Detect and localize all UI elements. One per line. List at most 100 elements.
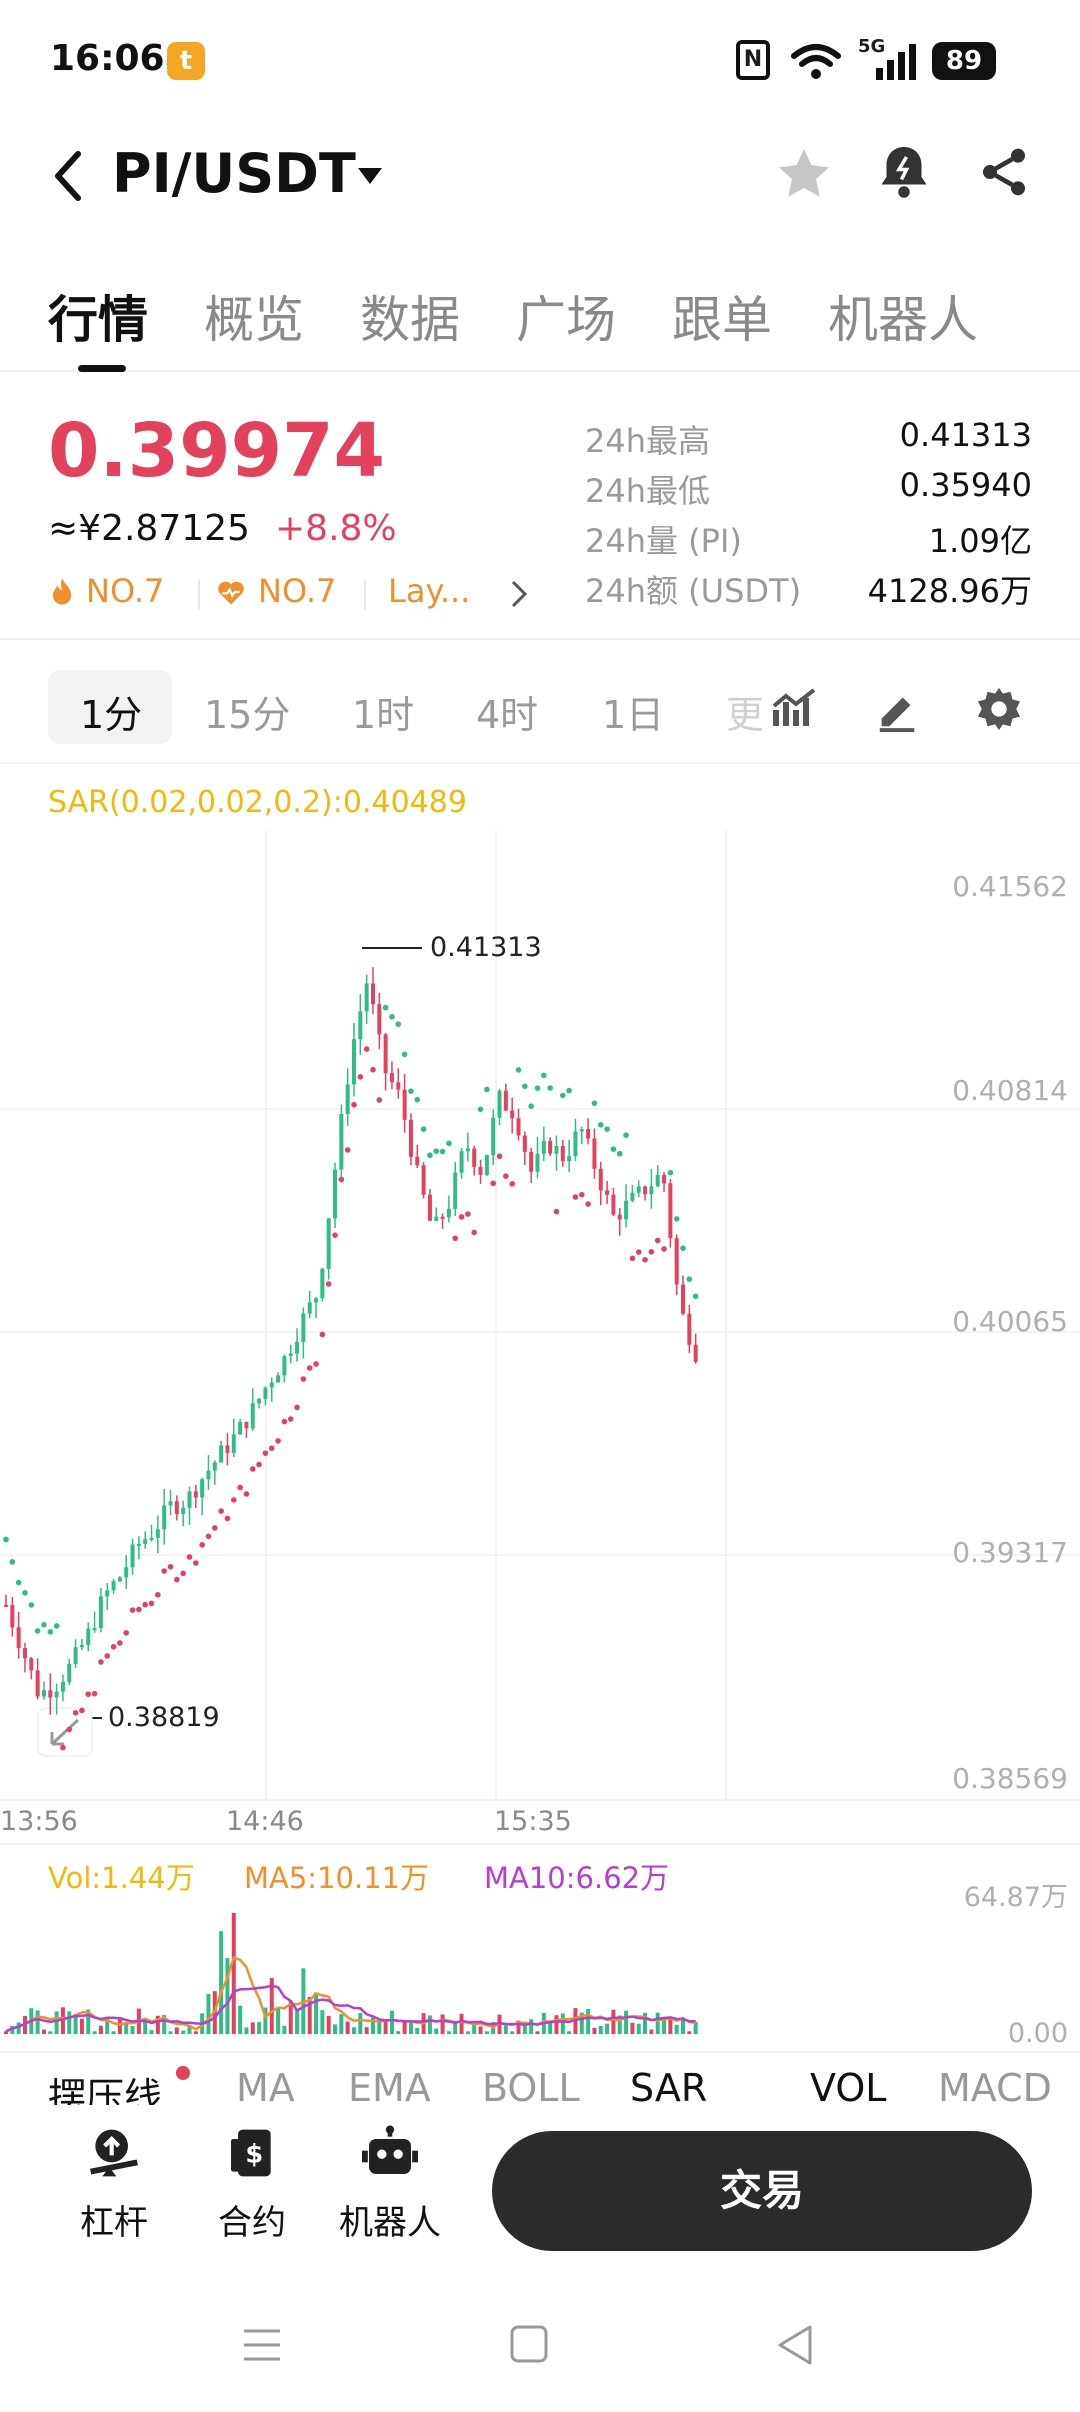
star-icon[interactable]	[774, 144, 834, 204]
hot-rank[interactable]: NO.7	[86, 572, 165, 610]
candle-body	[478, 1166, 483, 1175]
pair-title[interactable]: PI/USDT	[112, 142, 356, 205]
candle-body	[219, 1445, 224, 1463]
chevron-right-icon[interactable]	[508, 578, 530, 610]
candle-body	[130, 1544, 135, 1568]
contract-button[interactable]: $ 合约	[192, 2125, 312, 2244]
volume-bar	[231, 1912, 236, 2034]
sar-dot	[648, 1249, 655, 1255]
vol-ma5-label: MA5:10.11万	[244, 1861, 429, 1895]
kline-chart[interactable]: SAR(0.02,0.02,0.2):0.40489 0.41562 0.408…	[0, 770, 1080, 2106]
indicator-tab[interactable]: MACD	[938, 2066, 1052, 2106]
sar-dot	[104, 1653, 111, 1659]
indicator-tab[interactable]: EMA	[348, 2066, 431, 2106]
share-icon[interactable]	[976, 144, 1032, 200]
sar-dot	[287, 1416, 294, 1422]
sar-dot	[129, 1607, 136, 1613]
candle-body	[295, 1341, 300, 1354]
tab-copytrade[interactable]: 跟单	[672, 291, 772, 349]
indicator-icon[interactable]	[770, 686, 818, 730]
back-triangle-icon[interactable]	[774, 2323, 818, 2367]
candle-body	[143, 1539, 148, 1544]
volume-bar	[339, 2014, 344, 2034]
volume-bar	[377, 2022, 382, 2034]
volume-bar	[484, 2031, 489, 2034]
volume-bar	[586, 2009, 591, 2034]
stat-label-turnover: 24h额 (USDT)	[585, 572, 802, 610]
candle-body	[358, 1011, 363, 1040]
volume-bar	[516, 2020, 521, 2034]
volume-bar	[693, 2022, 698, 2034]
volume-bar	[225, 1958, 230, 2034]
sar-dot	[155, 1591, 161, 1598]
interval-1d[interactable]: 1日	[602, 693, 665, 737]
volume-bar	[617, 2015, 622, 2034]
candle-body	[560, 1146, 565, 1162]
volume-bar	[143, 2018, 148, 2034]
trade-button[interactable]: 交易	[492, 2131, 1032, 2251]
sar-dot	[465, 1211, 471, 1217]
volume-bar	[130, 2025, 135, 2034]
signal-icon	[876, 44, 916, 80]
sar-indicator-label: SAR(0.02,0.02,0.2):0.40489	[48, 785, 467, 820]
volume-bar	[250, 2022, 255, 2034]
candle-body	[516, 1118, 521, 1136]
indicator-tab[interactable]: MA	[236, 2066, 295, 2106]
candle-body	[402, 1089, 407, 1120]
sector-tag[interactable]: Lay...	[388, 572, 471, 610]
candle-body	[662, 1174, 667, 1184]
interval-4h[interactable]: 4时	[476, 693, 539, 737]
indicator-tab[interactable]: SAR	[630, 2066, 708, 2106]
candle-body	[636, 1186, 641, 1193]
candle-body	[693, 1344, 698, 1362]
candle-body	[421, 1165, 426, 1195]
indicator-tab[interactable]: BOLL	[482, 2066, 580, 2106]
menu-icon[interactable]	[240, 2325, 284, 2365]
bot-button[interactable]: 机器人	[330, 2125, 450, 2244]
sar-dot	[610, 1146, 617, 1152]
indicator-tab[interactable]: 摆压线	[48, 2075, 163, 2106]
sar-dot	[673, 1216, 680, 1222]
nfc-icon: N	[736, 40, 770, 80]
indicator-tab[interactable]: VOL	[810, 2066, 887, 2106]
tab-bot[interactable]: 机器人	[828, 291, 978, 349]
alert-bell-icon[interactable]	[874, 142, 934, 202]
home-square-icon[interactable]	[508, 2323, 552, 2367]
chart-settings-gear-icon[interactable]	[976, 686, 1022, 732]
interval-15m[interactable]: 15分	[204, 693, 291, 737]
draw-pen-icon[interactable]	[874, 686, 920, 732]
tab-square[interactable]: 广场	[516, 291, 616, 349]
sar-dot	[578, 1191, 585, 1198]
candle-body	[630, 1192, 635, 1201]
candle-body	[687, 1313, 692, 1345]
flame-icon	[52, 578, 72, 605]
caret-down-icon[interactable]	[356, 166, 384, 186]
trend-rank[interactable]: NO.7	[258, 572, 337, 610]
sar-dot	[256, 1461, 262, 1468]
tab-market[interactable]: 行情	[48, 291, 148, 349]
candle-body	[548, 1140, 553, 1154]
sar-dot	[205, 1533, 212, 1540]
y-tick: 0.40814	[952, 1074, 1068, 1107]
back-arrow-icon[interactable]	[48, 148, 88, 204]
tab-data[interactable]: 数据	[360, 291, 460, 349]
heart-trend-icon	[218, 581, 244, 605]
volume-bar	[244, 2027, 249, 2034]
candle-body	[92, 1628, 97, 1631]
leverage-button[interactable]: 杠杆	[54, 2125, 174, 2244]
sar-dot	[123, 1630, 130, 1636]
tab-overview[interactable]: 概览	[204, 291, 304, 349]
candle-body	[124, 1567, 129, 1578]
status-bar: 16:06 t N 5G 89	[0, 0, 1080, 120]
volume-bar	[402, 2020, 407, 2034]
interval-more[interactable]: 更	[726, 693, 765, 737]
bottom-action-bar: 杠杆 $ 合约 机器人 交易	[0, 2105, 1080, 2285]
sar-dot	[60, 1744, 66, 1751]
interval-1h[interactable]: 1时	[352, 693, 415, 737]
candle-body	[529, 1151, 534, 1172]
wifi-icon	[791, 44, 841, 79]
interval-1m[interactable]: 1分	[80, 693, 143, 737]
candle-body	[250, 1403, 255, 1429]
candle-body	[370, 983, 375, 1005]
main-tabs: 行情 概览 数据 广场 跟单 机器人	[0, 262, 1080, 372]
